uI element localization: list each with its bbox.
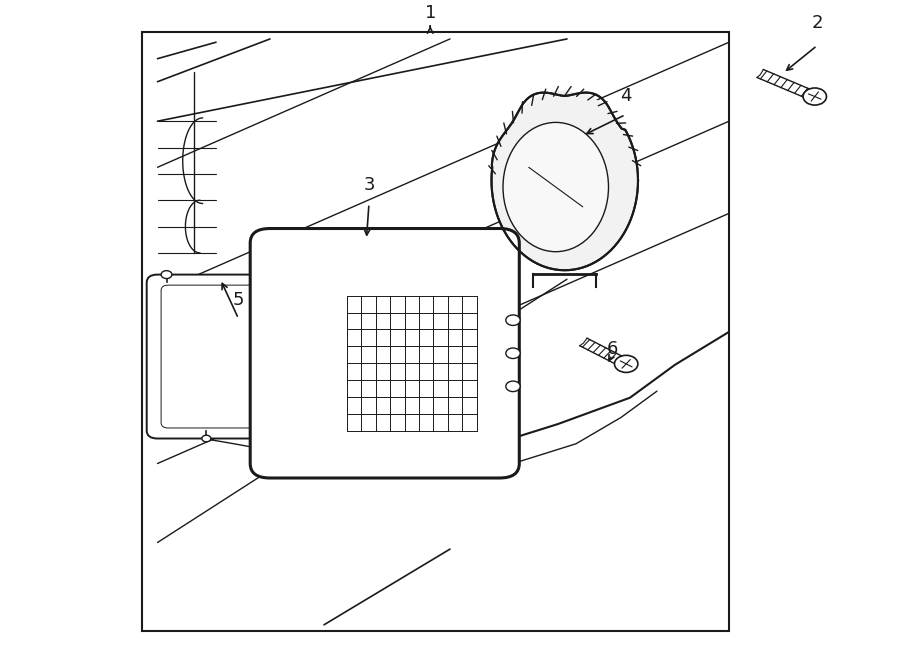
Circle shape [506,348,520,358]
Ellipse shape [503,122,608,252]
Circle shape [202,435,211,442]
Text: 1: 1 [425,5,436,22]
Bar [142,32,729,631]
Text: 6: 6 [607,340,617,358]
Circle shape [615,356,638,372]
Text: 4: 4 [620,87,631,104]
Circle shape [506,315,520,325]
Circle shape [506,381,520,391]
Text: 5: 5 [233,291,244,309]
FancyBboxPatch shape [250,229,519,478]
Text: 2: 2 [812,15,823,32]
Ellipse shape [491,91,638,270]
FancyBboxPatch shape [147,274,308,438]
Circle shape [803,88,826,105]
Circle shape [161,270,172,278]
Text: 3: 3 [364,176,374,194]
